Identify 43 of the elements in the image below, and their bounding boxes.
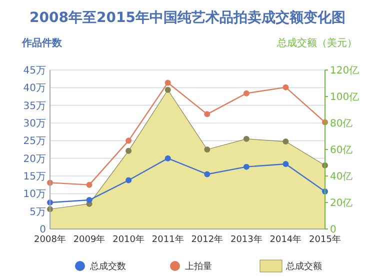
point [282,160,289,167]
y2-tick-label: 40亿 [330,172,353,182]
chart-title: 2008年至2015年中国纯艺术品拍卖成交额变化图 [30,9,346,26]
point [126,138,132,144]
y-tick-label: 30万 [23,118,46,130]
x-tick-label: 2012年 [191,234,224,245]
x-tick-label: 2011年 [152,234,184,245]
y-tick-label: 25万 [23,136,46,148]
y2-axis-title: 总成交额（美元） [276,37,357,49]
y2-tick-label: 20亿 [330,198,353,209]
y-tick-label: 15万 [23,172,46,182]
x-tick-label: 2008年 [34,234,66,245]
y-tick-label: 45万 [23,66,46,76]
x-tick-label: 2015年 [309,234,341,245]
y-tick-label: 20万 [23,154,46,165]
legend-label: 上拍量 [185,261,212,272]
point [86,197,92,204]
point [204,171,210,178]
y2-tick-label: 120亿 [330,66,360,76]
y-axis-title: 作品件数 [21,37,63,49]
y-tick-label: 40万 [23,83,46,94]
point [204,111,210,118]
point [164,155,171,162]
y2-tick-label: 100亿 [330,92,360,103]
legend-label: 总成交数 [89,261,126,272]
point [126,177,132,184]
y-tick-label: 10万 [23,189,46,200]
y-tick-label: 35万 [23,100,46,112]
y2-tick-label: 60亿 [330,145,353,156]
x-tick-label: 2009年 [73,234,106,245]
y-tick-label: 0 [40,224,46,236]
point [243,90,250,96]
y-tick-label: 5万 [30,206,46,218]
y2-tick-label: 80亿 [330,118,353,130]
x-tick-label: 2014年 [270,234,302,245]
point [86,182,92,188]
y2-tick-label: 0 [330,224,336,236]
legend-label: 总成交额 [285,261,322,272]
x-tick-label: 2013年 [230,234,262,245]
point [164,80,171,86]
x-tick-label: 2010年 [112,234,145,245]
point [243,164,250,170]
point [282,84,289,90]
